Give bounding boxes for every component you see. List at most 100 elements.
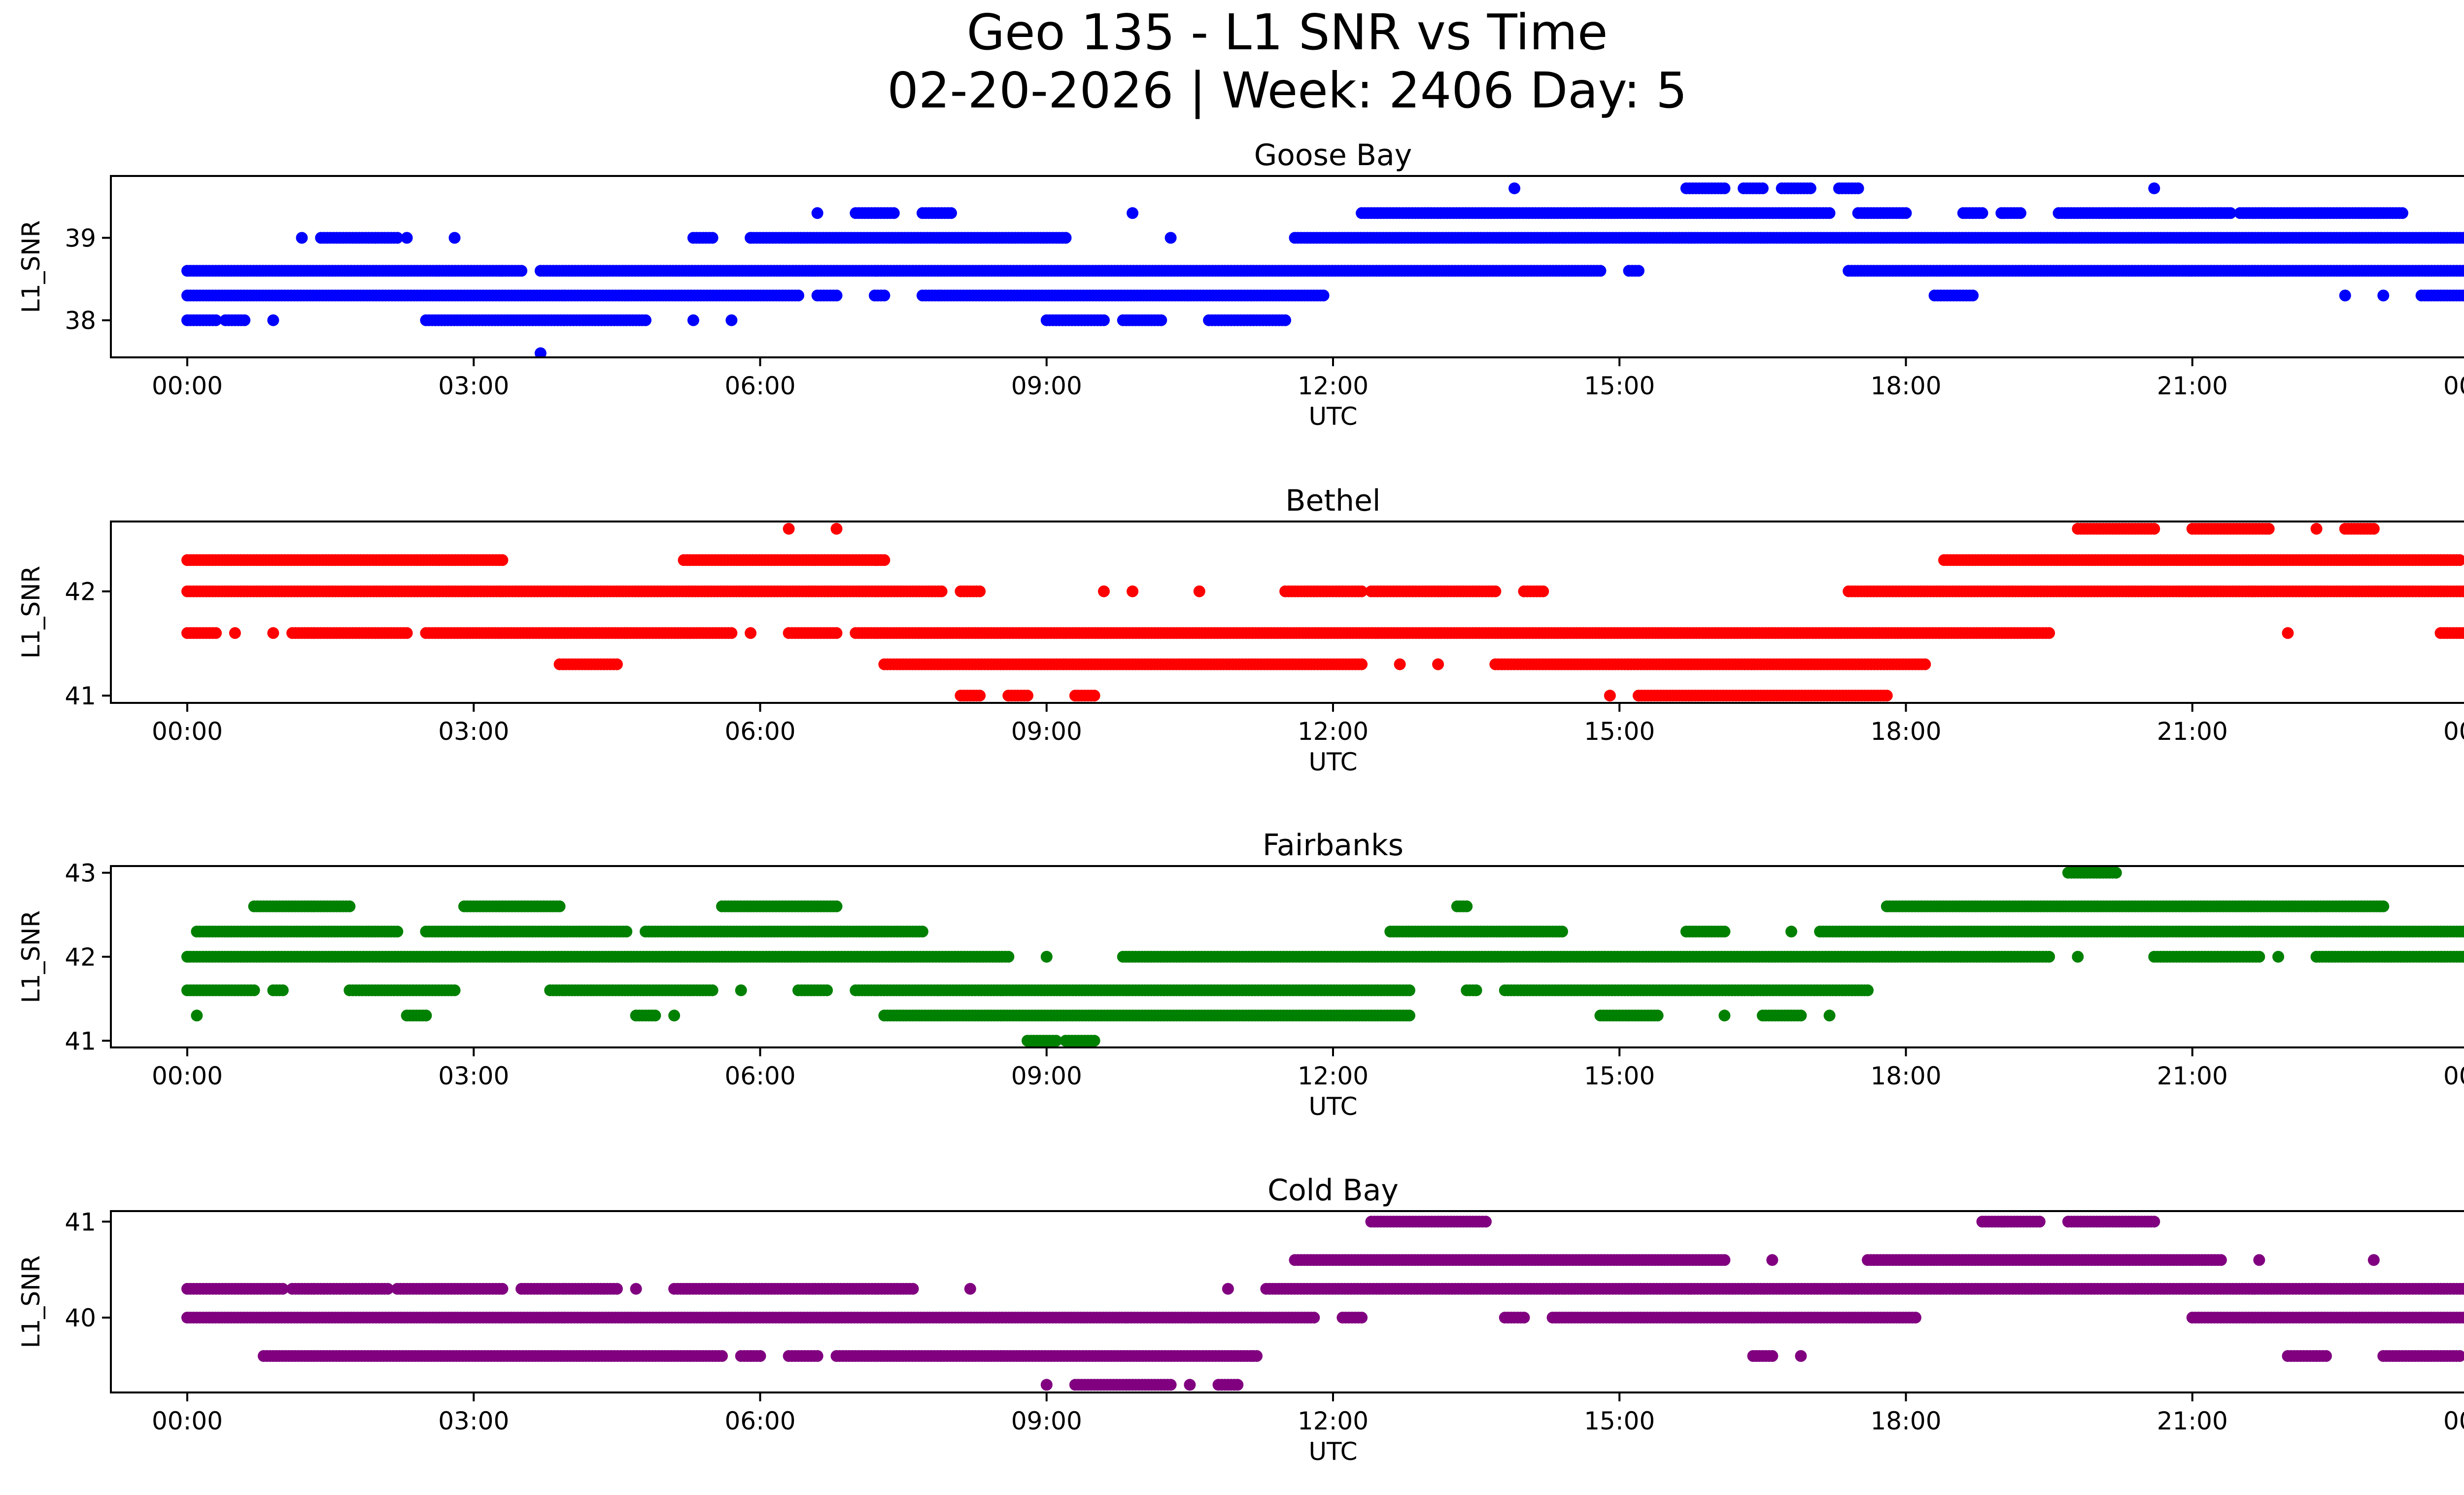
data-point: [706, 232, 719, 244]
x-tick-label: 06:00: [724, 717, 795, 746]
data-point: [1394, 658, 1406, 670]
x-tick-label: 09:00: [1011, 372, 1082, 400]
x-tick-label: 18:00: [1870, 717, 1941, 746]
data-point: [267, 314, 279, 326]
data-point: [878, 289, 890, 302]
data-point: [2015, 207, 2026, 219]
data-point: [935, 585, 948, 597]
data-point: [2460, 232, 2464, 243]
data-point: [2377, 900, 2390, 912]
data-point: [401, 627, 413, 639]
x-tick-label: 18:00: [1870, 372, 1941, 400]
data-point: [1060, 232, 1072, 244]
data-point: [1164, 232, 1177, 244]
data-point: [916, 925, 928, 938]
x-tick-label: 12:00: [1298, 717, 1369, 746]
data-point: [2460, 627, 2464, 639]
data-point: [2224, 207, 2237, 219]
data-point: [888, 207, 900, 219]
data-point: [391, 925, 404, 938]
x-axis-label: UTC: [1308, 748, 1357, 776]
data-point: [2043, 627, 2055, 639]
data-point: [1594, 265, 1607, 277]
x-tick-label: 15:00: [1584, 372, 1655, 400]
x-tick-label: 00:00: [2443, 372, 2464, 400]
data-point: [783, 522, 795, 535]
data-point: [792, 289, 804, 302]
data-point: [229, 627, 241, 639]
x-tick-label: 15:00: [1584, 717, 1655, 746]
data-point: [1098, 314, 1110, 326]
data-point: [974, 585, 986, 597]
x-tick-label: 21:00: [2157, 717, 2228, 746]
x-tick-label: 00:00: [152, 717, 223, 746]
data-points: [181, 182, 2464, 357]
data-point: [496, 554, 509, 566]
x-tick-label: 09:00: [1011, 717, 1082, 746]
data-point: [391, 232, 404, 244]
data-point: [1919, 658, 1931, 670]
data-point: [534, 347, 547, 357]
y-tick-label: 38: [65, 307, 96, 335]
x-tick-label: 03:00: [438, 372, 509, 400]
data-point: [1461, 900, 1473, 912]
subplot-bethel: Bethel 00:00 03:00 06:00 09:00 12:00 15:00 18:0…: [17, 484, 2464, 776]
data-point: [830, 289, 843, 302]
data-point: [725, 627, 738, 639]
data-point: [1022, 690, 1033, 702]
data-point: [2460, 926, 2464, 938]
data-point: [1432, 658, 1444, 670]
figure-title-line1: Geo 135 - L1 SNR vs Time: [967, 3, 1608, 61]
data-point: [2339, 289, 2351, 302]
x-axis-label: UTC: [1308, 402, 1357, 431]
data-point: [830, 627, 843, 639]
data-point: [267, 627, 279, 639]
data-point: [811, 207, 823, 219]
data-point: [2367, 522, 2380, 535]
data-point: [515, 265, 528, 277]
data-point: [878, 554, 890, 566]
data-point: [745, 627, 757, 639]
data-point: [1604, 690, 1616, 702]
data-point: [1756, 182, 1769, 195]
data-point: [1088, 690, 1100, 702]
data-point: [1718, 925, 1731, 938]
data-point: [620, 925, 633, 938]
data-point: [1900, 207, 1912, 219]
data-point: [830, 900, 843, 912]
data-point: [1193, 585, 1205, 597]
data-point: [296, 232, 308, 244]
data-point: [1279, 314, 1292, 326]
data-point: [725, 314, 738, 326]
data-point: [1155, 314, 1167, 326]
y-axis-label: L1_SNR: [17, 566, 45, 659]
data-point: [1356, 658, 1368, 670]
data-point: [1823, 207, 1836, 219]
data-point: [640, 314, 651, 326]
data-point: [2310, 522, 2323, 535]
data-point: [1976, 207, 1988, 219]
subplot-title: Bethel: [1285, 484, 1380, 518]
y-axis-label: L1_SNR: [17, 220, 45, 313]
data-point: [343, 900, 356, 912]
x-tick-label: 00:00: [152, 372, 223, 400]
data-point: [2282, 627, 2294, 639]
data-point: [1967, 289, 1979, 302]
data-point: [1537, 585, 1549, 597]
data-point: [1804, 182, 1816, 195]
x-tick-label: 03:00: [438, 717, 509, 746]
data-point: [1127, 207, 1139, 219]
data-point: [2460, 290, 2464, 301]
data-point: [1633, 265, 1644, 277]
x-tick-label: 06:00: [724, 372, 795, 400]
data-point: [2396, 207, 2408, 219]
data-point: [1508, 182, 1521, 195]
data-point: [401, 232, 413, 244]
data-point: [553, 900, 566, 912]
data-point: [1356, 585, 1368, 597]
data-point: [2454, 554, 2464, 566]
data-point: [210, 314, 222, 326]
data-point: [448, 232, 461, 244]
data-point: [1881, 690, 1893, 702]
